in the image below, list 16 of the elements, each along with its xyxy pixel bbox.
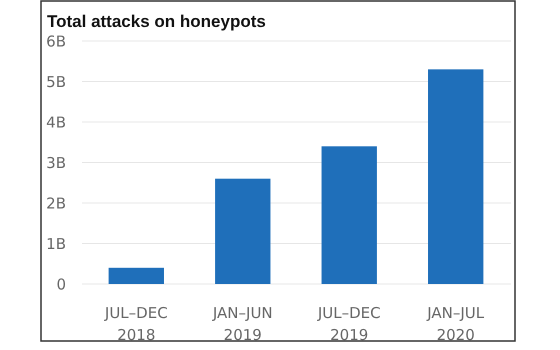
y-tick-label: 1B bbox=[46, 234, 66, 253]
x-tick-label: JAN–JUN 2019 bbox=[212, 304, 273, 344]
y-tick-label: 6B bbox=[46, 32, 66, 50]
chart-title: Total attacks on honeypots bbox=[47, 12, 266, 31]
bar bbox=[215, 178, 270, 284]
y-tick-label: 3B bbox=[46, 154, 66, 172]
y-tick-label: 4B bbox=[46, 113, 66, 132]
y-tick-label: 2B bbox=[46, 194, 66, 212]
bar bbox=[322, 146, 377, 284]
y-tick-label: 5B bbox=[46, 72, 66, 91]
y-tick-label: 0 bbox=[56, 275, 66, 294]
x-tick-label: JUL–DEC 2019 bbox=[316, 304, 381, 344]
bar bbox=[108, 268, 164, 284]
x-tick-label: JAN–JUL 2020 bbox=[426, 304, 485, 344]
bar bbox=[428, 69, 484, 284]
x-tick-label: JUL–DEC 2018 bbox=[104, 304, 168, 344]
